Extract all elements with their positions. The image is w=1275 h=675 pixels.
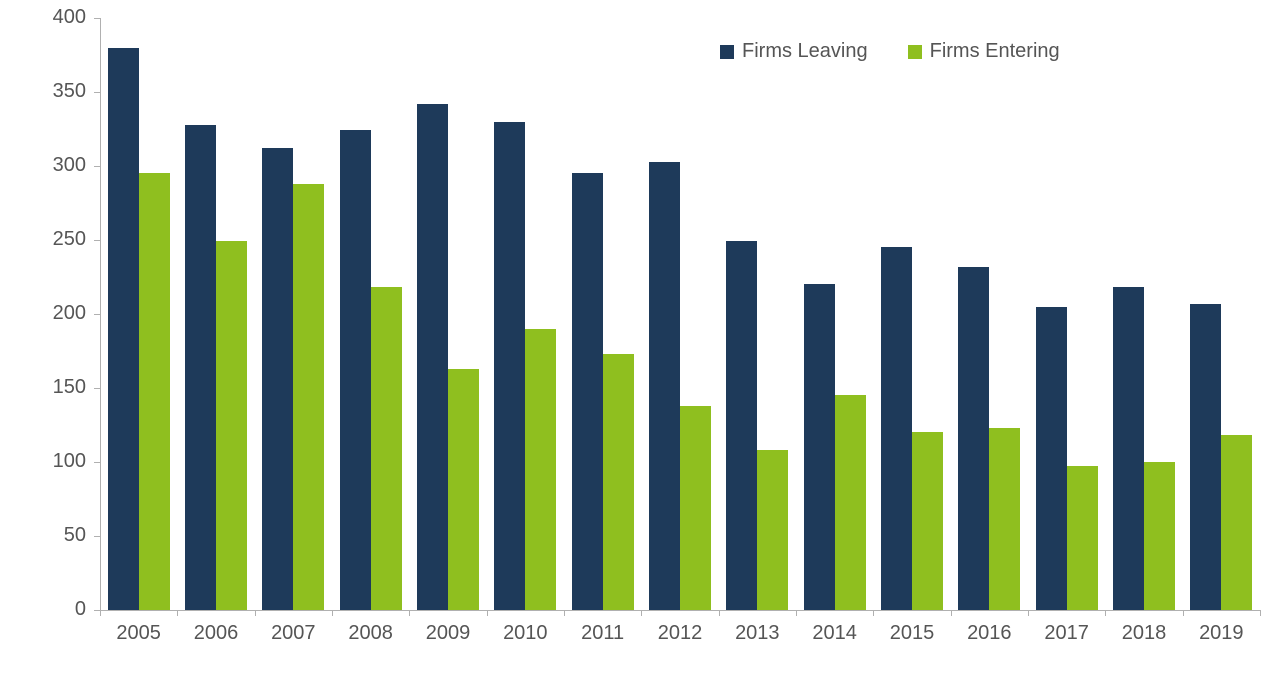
x-tick-label: 2014 (796, 622, 873, 645)
x-tick-mark (1028, 610, 1029, 616)
bar (108, 48, 139, 610)
plot-area: 0501001502002503003504002005200620072008… (100, 18, 1260, 610)
y-tick-mark (94, 462, 100, 463)
x-tick-label: 2018 (1105, 622, 1182, 645)
x-tick-mark (255, 610, 256, 616)
legend: Firms Leaving Firms Entering (720, 40, 1060, 63)
bar (757, 450, 788, 610)
bar (881, 247, 912, 610)
y-tick-label: 0 (26, 598, 86, 621)
bar (726, 241, 757, 610)
y-tick-label: 400 (26, 6, 86, 29)
legend-item: Firms Entering (908, 40, 1060, 63)
x-tick-label: 2010 (487, 622, 564, 645)
bar (1144, 462, 1175, 610)
y-tick-label: 150 (26, 376, 86, 399)
bar (804, 284, 835, 610)
x-tick-mark (564, 610, 565, 616)
bar (1190, 304, 1221, 610)
x-tick-label: 2009 (409, 622, 486, 645)
bar (603, 354, 634, 610)
x-tick-mark (409, 610, 410, 616)
x-tick-mark (100, 610, 101, 616)
x-tick-label: 2011 (564, 622, 641, 645)
y-tick-label: 50 (26, 524, 86, 547)
x-axis-line (100, 610, 1260, 611)
y-tick-mark (94, 314, 100, 315)
legend-swatch (908, 45, 922, 59)
y-tick-mark (94, 92, 100, 93)
x-tick-label: 2005 (100, 622, 177, 645)
bar (912, 432, 943, 610)
bar (262, 148, 293, 610)
x-tick-label: 2007 (255, 622, 332, 645)
bar (216, 241, 247, 610)
y-tick-label: 300 (26, 154, 86, 177)
x-tick-mark (719, 610, 720, 616)
x-tick-label: 2012 (641, 622, 718, 645)
bar (494, 122, 525, 610)
y-tick-label: 350 (26, 80, 86, 103)
x-tick-label: 2016 (951, 622, 1028, 645)
bar (293, 184, 324, 610)
bar (1113, 287, 1144, 610)
legend-label: Firms Entering (930, 40, 1060, 63)
bar (680, 406, 711, 610)
x-tick-mark (641, 610, 642, 616)
y-tick-mark (94, 388, 100, 389)
x-tick-label: 2015 (873, 622, 950, 645)
y-tick-mark (94, 240, 100, 241)
bar (1221, 435, 1252, 610)
y-tick-mark (94, 18, 100, 19)
x-tick-mark (1183, 610, 1184, 616)
bar (185, 125, 216, 610)
x-tick-mark (873, 610, 874, 616)
y-tick-mark (94, 166, 100, 167)
bar (1067, 466, 1098, 610)
y-axis-line (100, 18, 101, 610)
bar (989, 428, 1020, 610)
x-tick-mark (1260, 610, 1261, 616)
legend-swatch (720, 45, 734, 59)
chart-container: 0 50 100 150 200 250 300 350 400 2005200620072008… (0, 0, 1275, 675)
x-tick-mark (951, 610, 952, 616)
bar (448, 369, 479, 610)
bar (572, 173, 603, 610)
x-tick-label: 2019 (1183, 622, 1260, 645)
y-tick-label: 100 (26, 450, 86, 473)
x-tick-mark (332, 610, 333, 616)
x-tick-label: 2008 (332, 622, 409, 645)
y-tick-label: 200 (26, 302, 86, 325)
x-tick-mark (1105, 610, 1106, 616)
x-tick-mark (177, 610, 178, 616)
bar (649, 162, 680, 610)
x-tick-label: 2013 (719, 622, 796, 645)
x-tick-label: 2006 (177, 622, 254, 645)
y-tick-label: 250 (26, 228, 86, 251)
x-tick-mark (487, 610, 488, 616)
bar (139, 173, 170, 610)
legend-item: Firms Leaving (720, 40, 868, 63)
bar (1036, 307, 1067, 610)
bar (340, 130, 371, 610)
bar (525, 329, 556, 610)
bar (835, 395, 866, 610)
y-tick-mark (94, 536, 100, 537)
x-tick-label: 2017 (1028, 622, 1105, 645)
bar (417, 104, 448, 610)
bar (958, 267, 989, 610)
legend-label: Firms Leaving (742, 40, 868, 63)
x-tick-mark (796, 610, 797, 616)
bar (371, 287, 402, 610)
